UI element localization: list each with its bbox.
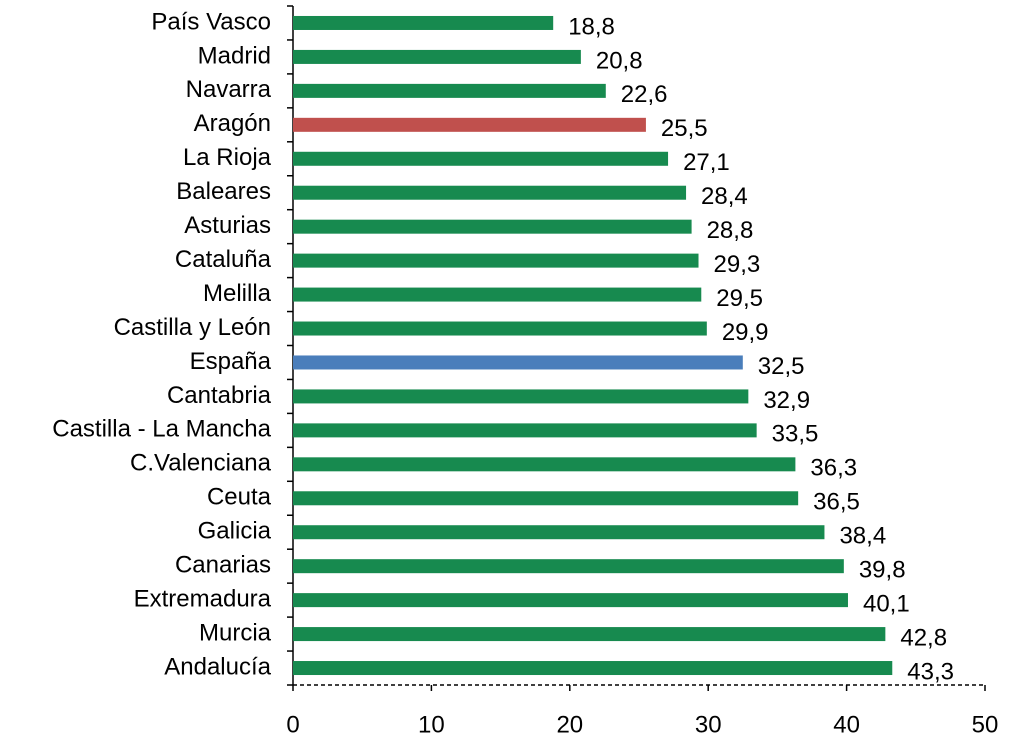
y-tick-label: Melilla bbox=[203, 280, 272, 307]
y-tick-label: Castilla - La Mancha bbox=[52, 416, 271, 443]
bar bbox=[293, 49, 581, 64]
value-label: 38,4 bbox=[839, 523, 886, 550]
y-tick-label: Ceuta bbox=[207, 484, 272, 511]
value-label: 36,5 bbox=[813, 489, 860, 516]
bar bbox=[293, 491, 799, 506]
value-label: 39,8 bbox=[859, 557, 906, 584]
y-tick-label: Canarias bbox=[175, 552, 271, 579]
bar bbox=[293, 525, 825, 540]
bar bbox=[293, 593, 848, 608]
y-tick-label: Cantabria bbox=[167, 382, 272, 409]
bar bbox=[293, 83, 606, 98]
y-tick-label: Andalucía bbox=[164, 653, 271, 680]
x-tick-label: 30 bbox=[695, 711, 722, 738]
value-label: 28,8 bbox=[707, 217, 754, 244]
bar bbox=[293, 627, 886, 642]
value-label: 43,3 bbox=[907, 658, 954, 685]
y-tick-label: Madrid bbox=[198, 42, 271, 69]
value-label: 27,1 bbox=[683, 149, 730, 176]
value-label: 32,5 bbox=[758, 353, 805, 380]
y-tick-label: España bbox=[190, 348, 272, 375]
value-label: 20,8 bbox=[596, 47, 643, 74]
bar bbox=[293, 287, 702, 302]
value-label: 36,3 bbox=[810, 455, 857, 482]
bar bbox=[293, 559, 844, 574]
bar bbox=[293, 355, 743, 370]
x-tick-label: 40 bbox=[833, 711, 860, 738]
bar bbox=[293, 389, 749, 404]
value-label: 40,1 bbox=[863, 590, 910, 617]
x-tick-label: 20 bbox=[556, 711, 583, 738]
x-tick-label: 0 bbox=[286, 711, 299, 738]
bar bbox=[293, 219, 692, 234]
bar bbox=[293, 661, 893, 676]
value-label: 25,5 bbox=[661, 115, 708, 142]
bar bbox=[293, 151, 669, 166]
value-label: 18,8 bbox=[568, 13, 615, 40]
x-tick-label: 50 bbox=[972, 711, 999, 738]
y-tick-label: C.Valenciana bbox=[130, 450, 272, 477]
bar bbox=[293, 253, 699, 268]
bar bbox=[293, 185, 687, 200]
value-label: 29,9 bbox=[722, 319, 769, 346]
value-label: 42,8 bbox=[900, 624, 947, 651]
y-tick-label: Asturias bbox=[184, 212, 271, 239]
bar bbox=[293, 457, 796, 472]
bar bbox=[293, 15, 554, 30]
y-tick-label: Cataluña bbox=[175, 246, 272, 273]
value-label: 33,5 bbox=[772, 421, 819, 448]
value-label: 29,3 bbox=[714, 251, 761, 278]
y-tick-label: Castilla y León bbox=[114, 314, 271, 341]
value-label: 22,6 bbox=[621, 81, 668, 108]
value-label: 28,4 bbox=[701, 183, 748, 210]
bar bbox=[293, 117, 646, 132]
y-tick-label: Aragón bbox=[194, 110, 271, 137]
y-tick-label: País Vasco bbox=[151, 8, 271, 35]
x-tick-label: 10 bbox=[418, 711, 445, 738]
y-tick-label: Extremadura bbox=[134, 585, 272, 612]
y-tick-label: Baleares bbox=[176, 178, 271, 205]
value-label: 29,5 bbox=[716, 285, 763, 312]
value-label: 32,9 bbox=[763, 387, 810, 414]
bar bbox=[293, 321, 707, 336]
y-tick-label: Navarra bbox=[186, 76, 272, 103]
y-tick-label: Murcia bbox=[199, 619, 272, 646]
y-tick-label: La Rioja bbox=[183, 144, 272, 171]
y-tick-label: Galicia bbox=[198, 518, 272, 545]
bar bbox=[293, 423, 757, 438]
